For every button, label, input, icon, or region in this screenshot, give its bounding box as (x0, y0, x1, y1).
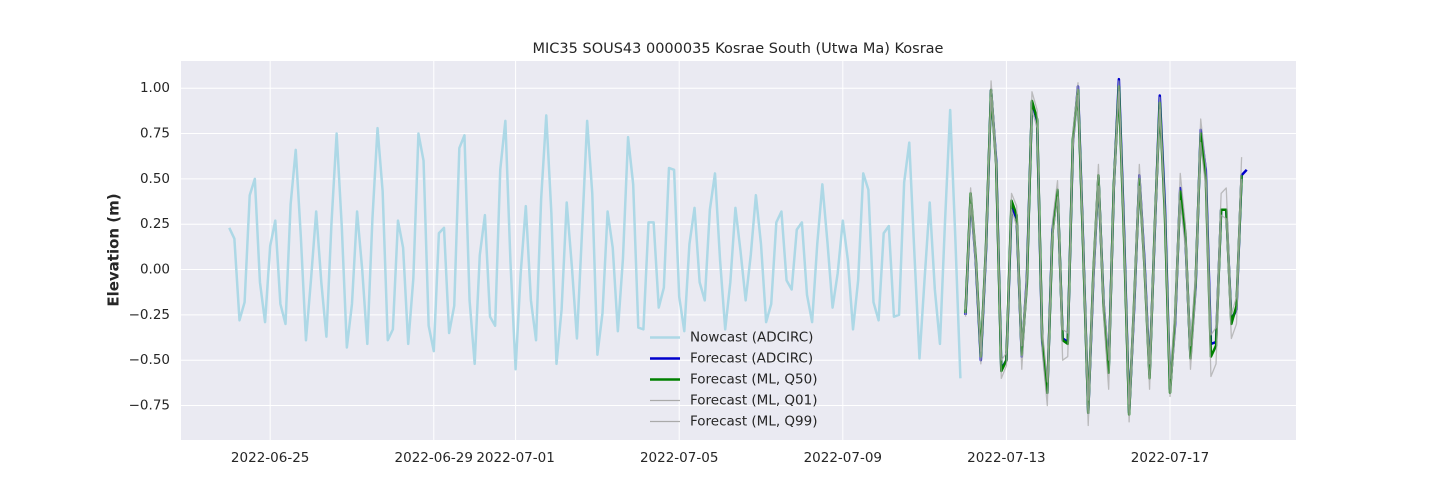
x-tick-label: 2022-07-05 (640, 450, 718, 466)
y-tick-label: 1.00 (140, 80, 170, 96)
x-tick-label: 2022-06-25 (231, 450, 309, 466)
lines (228, 77, 1248, 427)
x-tick-label: 2022-07-09 (804, 450, 882, 466)
legend-label: Forecast (ML, Q01) (690, 393, 818, 409)
y-tick-label: −0.25 (129, 307, 170, 323)
legend-label: Nowcast (ADCIRC) (690, 330, 813, 346)
series-line (964, 80, 1243, 405)
y-tick-label: 0.50 (140, 171, 170, 187)
y-tick-label: 0.25 (140, 216, 170, 232)
y-tick-label: −0.50 (129, 352, 170, 368)
y-tick-label: 0.00 (140, 262, 170, 278)
legend-label: Forecast (ML, Q99) (690, 414, 818, 430)
x-tick-label: 2022-07-01 (476, 450, 554, 466)
legend-label: Forecast (ML, Q50) (690, 372, 818, 388)
legend: Nowcast (ADCIRC) Forecast (ADCIRC) Forecas… (650, 330, 818, 430)
x-tick-label: 2022-06-29 (395, 450, 473, 466)
chart-title: MIC35 SOUS43 0000035 Kosrae South (Utwa … (533, 41, 944, 57)
y-tick-label: 0.75 (140, 126, 170, 142)
x-tick-label: 2022-07-17 (1131, 450, 1209, 466)
plot-area (181, 61, 1296, 440)
y-axis-label: Elevation (m) (105, 193, 123, 306)
series-line (228, 108, 962, 379)
legend-label: Forecast (ADCIRC) (690, 351, 813, 367)
grid (181, 61, 1296, 440)
x-tick-label: 2022-07-13 (967, 450, 1045, 466)
y-tick-label: −0.75 (129, 398, 170, 414)
